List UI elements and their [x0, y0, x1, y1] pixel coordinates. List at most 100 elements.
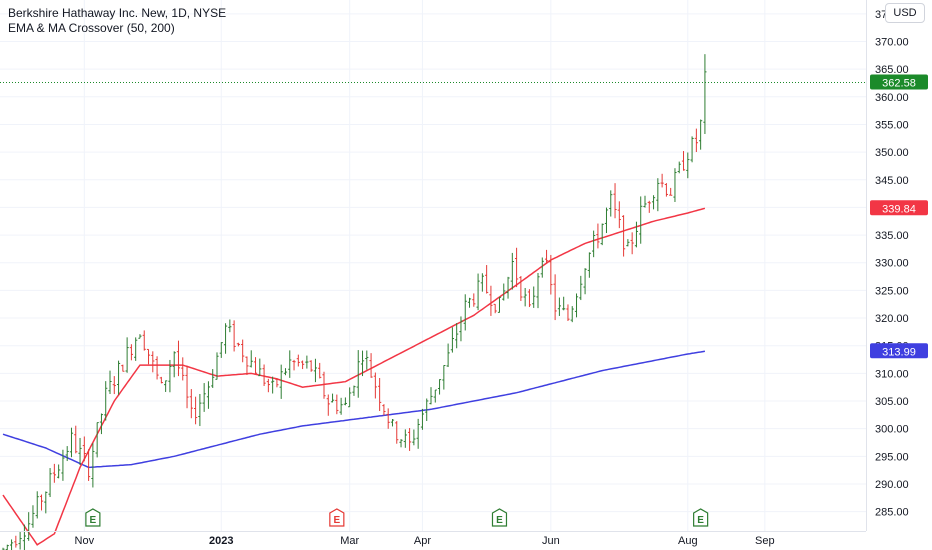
earnings-marker: E [491, 508, 508, 527]
ohlc-bars [1, 54, 707, 550]
ohlc-bar [159, 376, 163, 384]
ohlc-bar [634, 221, 639, 248]
ohlc-bar [104, 381, 108, 421]
indicator-title[interactable]: EMA & MA Crossover (50, 200) [8, 21, 175, 35]
ohlc-bar [138, 334, 142, 339]
earnings-marker-shape [85, 508, 101, 527]
price-tick-label: 305.00 [875, 396, 909, 408]
ohlc-bar [455, 323, 459, 349]
ohlc-bar [309, 360, 313, 372]
ohlc-bar [99, 413, 104, 435]
ohlc-bar [129, 344, 133, 361]
ohlc-bar [703, 54, 707, 134]
ohlc-bar [352, 385, 356, 396]
ohlc-bar [9, 539, 14, 550]
ohlc-bar [146, 348, 151, 365]
currency-button[interactable]: USD [885, 3, 925, 23]
ohlc-bar [373, 372, 377, 399]
ohlc-bar [399, 439, 403, 448]
ohlc-bar [536, 273, 540, 309]
ohlc-bar [35, 491, 39, 519]
ohlc-bar [420, 408, 425, 430]
earnings-marker: E [693, 508, 709, 527]
ohlc-bar [626, 239, 630, 247]
ohlc-bar [356, 350, 360, 398]
ohlc-bar [335, 394, 339, 415]
ohlc-bar [566, 304, 570, 322]
ema-50-path [2, 207, 706, 546]
ohlc-bar [27, 512, 31, 541]
ohlc-bar [322, 371, 326, 399]
ohlc-bar [61, 449, 65, 481]
ma-value-tag-text: 313.99 [882, 346, 916, 358]
ohlc-bar [44, 491, 48, 514]
ohlc-bar [198, 393, 202, 427]
ohlc-bar [69, 427, 74, 458]
ohlc-bar [313, 358, 318, 383]
ohlc-bar [540, 257, 544, 278]
ohlc-bar [108, 370, 112, 394]
ohlc-bar [592, 230, 596, 258]
ohlc-bar [630, 232, 634, 255]
time-tick-label: Jun [542, 535, 560, 547]
ohlc-bar [121, 364, 125, 372]
earnings-marker-letter: E [334, 515, 341, 526]
ohlc-bar [527, 289, 532, 308]
time-tick-label: Apr [414, 535, 431, 547]
ohlc-bar [459, 316, 463, 342]
ohlc-bar [296, 354, 300, 367]
price-tick-label: 345.00 [875, 175, 909, 187]
time-axis[interactable]: Nov 2023 Mar Apr Jun Aug Sep [75, 535, 775, 547]
price-tick-label: 285.00 [875, 507, 909, 519]
earnings-marker-letter: E [697, 515, 704, 526]
ohlc-bar [258, 358, 262, 377]
ohlc-bar [617, 201, 621, 229]
ema-value-tag-text: 339.84 [882, 203, 916, 215]
ohlc-bar [643, 195, 647, 208]
ohlc-bar [395, 421, 399, 444]
time-tick-label: 2023 [209, 535, 233, 547]
ema-value-tag-bg [870, 200, 928, 216]
ohlc-bar [330, 393, 335, 403]
symbol-title[interactable]: Berkshire Hathaway Inc. New, 1D, NYSE [8, 6, 227, 20]
ohlc-bar [386, 408, 390, 429]
price-tick-label: 365.00 [875, 64, 909, 76]
ohlc-bar [211, 369, 215, 388]
ohlc-bar [48, 468, 52, 498]
price-tick-label: 350.00 [875, 147, 909, 159]
ma-200-line [2, 350, 706, 469]
ema-50-line [2, 207, 706, 546]
ohlc-bar [206, 381, 211, 409]
ohlc-bar [519, 276, 523, 301]
ohlc-bar [467, 297, 472, 308]
ohlc-bar [506, 276, 510, 299]
ohlc-bar [262, 364, 266, 386]
price-tick-label: 325.00 [875, 285, 909, 297]
ohlc-bar [228, 319, 232, 333]
ohlc-bar [562, 296, 566, 311]
earnings-marker-shape [329, 508, 345, 527]
earnings-marker: E [329, 508, 345, 527]
ohlc-bar [369, 353, 373, 378]
ohlc-bar [425, 398, 429, 421]
ohlc-bar [249, 350, 253, 368]
ohlc-bar [587, 252, 591, 278]
ohlc-bar [485, 265, 489, 294]
ohlc-bar [125, 337, 129, 373]
ohlc-bar [583, 268, 587, 295]
ohlc-bar [403, 429, 407, 448]
ohlc-bar [378, 377, 382, 411]
ema-value-tag: 339.84 [870, 200, 928, 216]
ohlc-bar [390, 419, 395, 427]
ohlc-bar [241, 339, 245, 363]
price-tick-label: 290.00 [875, 479, 909, 491]
ma-200-path [2, 350, 706, 469]
price-axis[interactable]: 285.00290.00295.00300.00305.00310.00315.… [875, 9, 909, 519]
time-tick-label: Nov [75, 535, 95, 547]
ohlc-bar [151, 351, 155, 373]
ohlc-bar [185, 365, 189, 409]
earnings-marker-letter: E [496, 515, 503, 526]
ohlc-bar [343, 397, 347, 406]
